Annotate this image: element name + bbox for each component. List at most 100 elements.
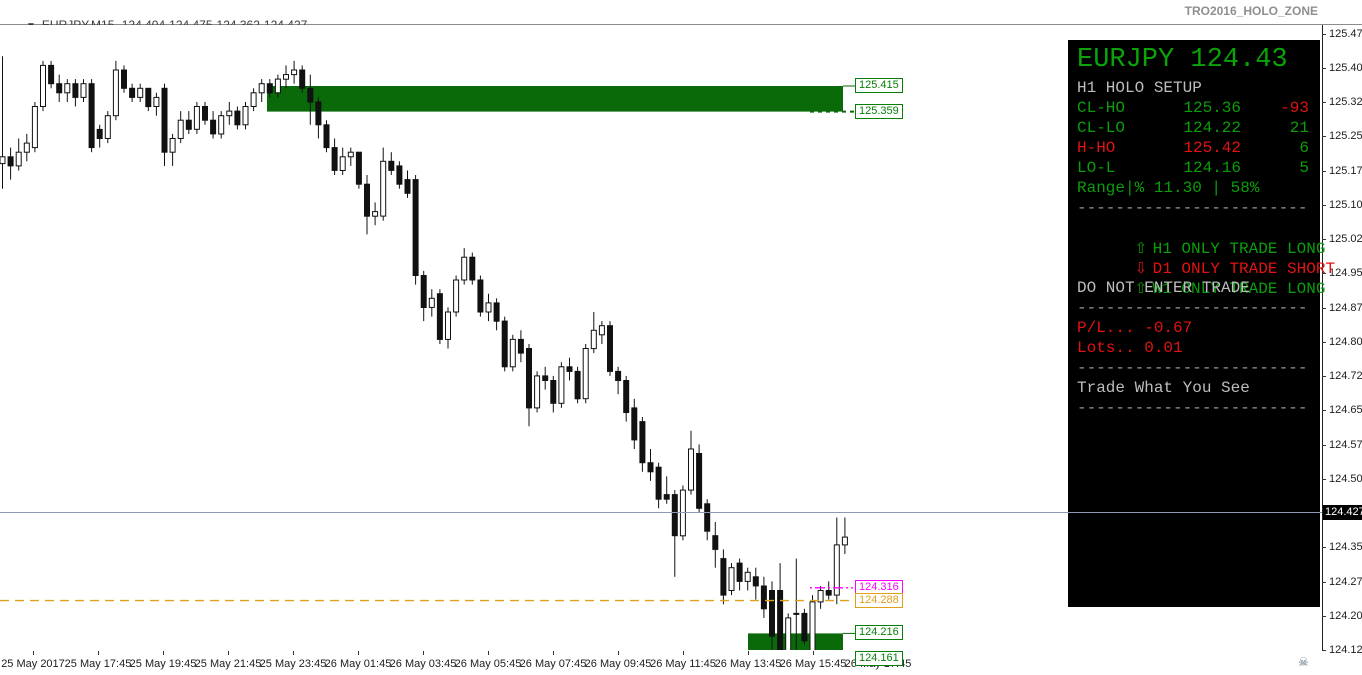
stat-value: 124.16	[1183, 159, 1241, 177]
signal-w1: ⇧ W1 ONLY TRADE LONG	[1068, 258, 1326, 298]
time-tick-mark	[488, 651, 489, 655]
price-tick-mark	[1322, 136, 1326, 137]
stat-extra: 21	[1289, 119, 1309, 137]
price-tick-label: 125.250	[1329, 130, 1362, 142]
time-tick-mark	[163, 651, 164, 655]
price-tick-label: 124.125	[1329, 644, 1362, 656]
bid-price-line[interactable]	[0, 512, 1322, 513]
time-tick-label: 26 May 09:45	[584, 658, 652, 670]
price-tick-label: 124.350	[1329, 541, 1362, 553]
lots-line: Lots.. 0.01	[1077, 339, 1183, 357]
price-tick-label: 124.275	[1329, 576, 1362, 588]
price-tick-label: 125.100	[1329, 199, 1362, 211]
price-tick-mark	[1322, 582, 1326, 583]
price-tick-mark	[1322, 376, 1326, 377]
price-tag-125.415[interactable]: 125.415	[855, 78, 903, 93]
price-tick-mark	[1322, 547, 1326, 548]
panel-separator: ------------------------	[1077, 299, 1308, 317]
price-tick-mark	[1322, 205, 1326, 206]
time-tick-mark	[618, 651, 619, 655]
price-tick-label: 124.800	[1329, 336, 1362, 348]
stat-row-h-ho: H-HO 125.42 6	[1068, 138, 1309, 158]
time-tick-label: 26 May 01:45	[324, 658, 392, 670]
price-tick-label: 124.200	[1329, 610, 1362, 622]
up-arrow-icon: ⇧	[1134, 239, 1148, 257]
time-tick-label: 26 May 05:45	[454, 658, 522, 670]
price-tick-mark	[1322, 616, 1326, 617]
panel-separator: ------------------------	[1077, 359, 1308, 377]
chart-header: ▼EURJPY,M15 124.404124.475124.362124.427…	[0, 0, 1362, 32]
price-tick-label: 125.325	[1329, 96, 1362, 108]
panel-separator: ------------------------	[1077, 199, 1308, 217]
price-tick-label: 125.175	[1329, 165, 1362, 177]
time-tick-label: 25 May 17:45	[64, 658, 132, 670]
stat-value: 125.36	[1183, 99, 1241, 117]
current-price-tag: 124.427	[1323, 505, 1362, 520]
price-tick-label: 125.475	[1329, 28, 1362, 40]
no-trade-line: DO NOT ENTER TRADE	[1077, 279, 1250, 297]
time-tick-mark	[683, 651, 684, 655]
price-tick-label: 124.950	[1329, 267, 1362, 279]
price-tick-mark	[1322, 273, 1326, 274]
stat-row-lo-l: LO-L 124.16 5	[1068, 158, 1309, 178]
price-tag-124.316[interactable]: 124.316	[855, 580, 903, 595]
holo-indicator-panel: EURJPY 124.43 H1 HOLO SETUP CL-HO 125.36…	[1068, 40, 1335, 607]
signal-d1: ⇩ D1 ONLY TRADE SHORT	[1068, 238, 1335, 278]
price-tick-mark	[1322, 342, 1326, 343]
panel-subtitle: H1 HOLO SETUP	[1077, 79, 1202, 97]
time-tick-label: 26 May 13:45	[714, 658, 782, 670]
signal-text: W1 ONLY TRADE LONG	[1152, 280, 1326, 298]
signal-text: D1 ONLY TRADE SHORT	[1152, 260, 1336, 278]
time-tick-mark	[748, 651, 749, 655]
time-tick-mark	[33, 651, 34, 655]
time-tick-label: 25 May 21:45	[194, 658, 262, 670]
time-tick-mark	[358, 651, 359, 655]
price-tick-label: 124.575	[1329, 439, 1362, 451]
signal-h1: ⇧ H1 ONLY TRADE LONG	[1068, 218, 1326, 258]
panel-title: EURJPY 124.43	[1077, 45, 1288, 75]
skull-watermark-icon: ☠	[1298, 655, 1309, 669]
price-tick-label: 125.025	[1329, 233, 1362, 245]
stat-label: CL-HO	[1077, 99, 1126, 117]
time-tick-label: 26 May 15:45	[779, 658, 847, 670]
time-scale[interactable]: 25 May 2017 25 May 17:45 25 May 19:45 25 Ma…	[0, 650, 1322, 675]
price-tick-mark	[1322, 410, 1326, 411]
time-tick-mark	[228, 651, 229, 655]
time-tick-mark	[98, 651, 99, 655]
price-tick-label: 124.500	[1329, 473, 1362, 485]
stat-extra: -93	[1280, 99, 1309, 117]
stat-value: 125.42	[1183, 139, 1241, 157]
up-arrow-icon: ⇧	[1134, 279, 1148, 297]
time-tick-label: 25 May 19:45	[129, 658, 197, 670]
price-tick-label: 124.650	[1329, 404, 1362, 416]
candlestick-chart	[0, 56, 855, 664]
price-tag-124.216[interactable]: 124.216	[855, 625, 903, 640]
time-tick-label: 26 May 11:45	[650, 658, 716, 670]
price-tick-mark	[1322, 650, 1326, 651]
price-tick-mark	[1322, 239, 1326, 240]
price-tick-mark	[1322, 171, 1326, 172]
time-tick-label: 25 May 2017	[1, 658, 65, 670]
signal-text: H1 ONLY TRADE LONG	[1152, 240, 1326, 258]
price-tick-mark	[1322, 68, 1326, 69]
motto-line: Trade What You See	[1077, 379, 1250, 397]
stat-row-cl-ho: CL-HO 125.36 -93	[1068, 98, 1309, 118]
stat-label: CL-LO	[1077, 119, 1126, 137]
time-tick-label: 26 May 03:45	[389, 658, 457, 670]
price-tag-125.359[interactable]: 125.359	[855, 104, 903, 119]
time-tick-mark	[553, 651, 554, 655]
price-tag-124.161[interactable]: 124.161	[855, 651, 903, 666]
price-tag-124.288[interactable]: 124.288	[855, 593, 903, 608]
panel-separator: ------------------------	[1077, 399, 1308, 417]
time-tick-label: 26 May 07:45	[519, 658, 587, 670]
down-arrow-icon: ⇩	[1134, 259, 1148, 277]
time-tick-mark	[813, 651, 814, 655]
stat-extra: 6	[1299, 139, 1309, 157]
stat-label: H-HO	[1077, 139, 1116, 157]
price-scale[interactable]: 125.475 125.400 125.325 125.250 125.175 125.1…	[1322, 25, 1362, 656]
stat-row-cl-lo: CL-LO 124.22 21	[1068, 118, 1309, 138]
price-tick-mark	[1322, 102, 1326, 103]
pl-line: P/L... -0.67	[1077, 319, 1193, 337]
stat-label: LO-L	[1077, 159, 1116, 177]
